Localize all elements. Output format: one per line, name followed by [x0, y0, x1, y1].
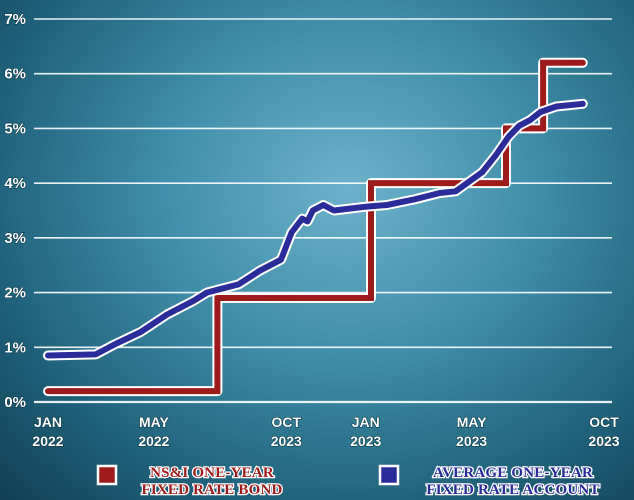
x-axis-ticks: JAN 2022 MAY 2022 OCT 2023 JAN 2023 MAY 2023 OCT 20…: [32, 413, 621, 449]
gridlines: [34, 18, 612, 404]
y-tick-label: 7%: [4, 11, 26, 28]
legend-label-ns-i-line2: FIXED RATE BOND: [141, 482, 282, 498]
x-tick-label: 2022: [138, 433, 169, 449]
series-line-average-account: [45, 100, 586, 359]
legend-swatch-average: [378, 464, 400, 486]
x-tick-label: 2023: [350, 433, 381, 449]
x-tick-label: JAN: [352, 414, 380, 430]
x-tick-label: 2022: [32, 433, 63, 449]
y-tick-label: 1%: [4, 339, 26, 356]
legend: NS&I ONE-YEAR FIXED RATE BOND AVERAGE ON…: [96, 464, 601, 499]
legend-swatch-ns-i: [96, 464, 118, 486]
y-tick-label: 5%: [4, 120, 26, 137]
y-tick-label: 4%: [4, 175, 26, 192]
x-tick-label: OCT: [589, 414, 619, 430]
y-tick-label: 6%: [4, 66, 26, 83]
x-tick-label: MAY: [139, 414, 169, 430]
legend-label-average-line2: FIXED RATE ACCOUNT: [426, 482, 599, 498]
y-tick-label: 3%: [4, 230, 26, 247]
x-tick-label: OCT: [272, 414, 302, 430]
x-tick-label: MAY: [457, 414, 487, 430]
y-axis-ticks: 0% 1% 2% 3% 4% 5% 6% 7%: [4, 10, 27, 411]
y-tick-label: 0%: [4, 394, 26, 411]
legend-label-average-line1: AVERAGE ONE-YEAR: [433, 465, 593, 481]
x-tick-label: 2023: [588, 433, 619, 449]
x-tick-label: 2023: [456, 433, 487, 449]
series-line-ns-i-bond: [45, 59, 586, 395]
series-lines: [43, 57, 588, 397]
x-tick-label: 2023: [271, 433, 302, 449]
x-tick-label: JAN: [34, 414, 62, 430]
legend-label-ns-i-line1: NS&I ONE-YEAR: [150, 465, 274, 481]
y-tick-label: 2%: [4, 285, 26, 302]
